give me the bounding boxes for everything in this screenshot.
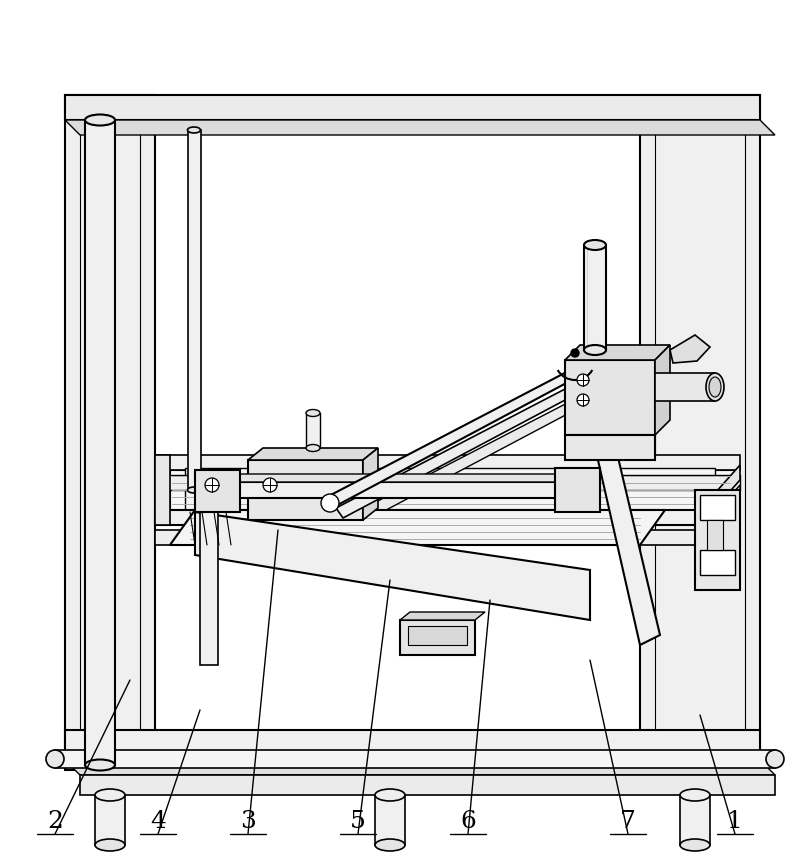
Ellipse shape — [85, 759, 115, 771]
Circle shape — [263, 478, 277, 492]
Polygon shape — [336, 375, 599, 518]
Polygon shape — [210, 482, 565, 498]
Polygon shape — [200, 512, 218, 665]
Text: 4: 4 — [150, 810, 166, 834]
Polygon shape — [565, 360, 655, 435]
Polygon shape — [170, 510, 665, 545]
Circle shape — [577, 394, 589, 406]
Polygon shape — [655, 345, 670, 435]
Ellipse shape — [584, 345, 606, 355]
Polygon shape — [408, 626, 467, 645]
Circle shape — [577, 374, 589, 386]
Ellipse shape — [85, 115, 115, 125]
Polygon shape — [55, 750, 775, 768]
Ellipse shape — [709, 377, 721, 397]
Polygon shape — [325, 365, 587, 508]
Ellipse shape — [375, 789, 405, 801]
Polygon shape — [95, 795, 125, 845]
Ellipse shape — [187, 127, 201, 133]
Polygon shape — [170, 470, 735, 512]
Text: 2: 2 — [47, 810, 63, 834]
Polygon shape — [400, 620, 475, 655]
Ellipse shape — [306, 444, 320, 452]
Polygon shape — [155, 530, 700, 545]
Ellipse shape — [584, 240, 606, 250]
Circle shape — [571, 349, 579, 357]
Circle shape — [321, 494, 339, 512]
Polygon shape — [363, 448, 378, 520]
Polygon shape — [188, 130, 201, 490]
Polygon shape — [707, 520, 723, 550]
Polygon shape — [155, 475, 740, 490]
Polygon shape — [347, 385, 609, 527]
Polygon shape — [565, 435, 655, 460]
Ellipse shape — [706, 373, 724, 401]
Polygon shape — [306, 413, 320, 448]
Polygon shape — [700, 495, 735, 520]
Text: 1: 1 — [727, 810, 743, 834]
Polygon shape — [655, 373, 715, 401]
Polygon shape — [155, 455, 740, 470]
Polygon shape — [565, 345, 670, 360]
Ellipse shape — [766, 750, 784, 768]
Polygon shape — [80, 775, 775, 795]
Polygon shape — [680, 795, 710, 845]
Polygon shape — [695, 490, 740, 590]
Polygon shape — [400, 612, 485, 620]
Polygon shape — [210, 474, 575, 482]
Circle shape — [205, 478, 219, 492]
Polygon shape — [700, 465, 740, 525]
Polygon shape — [65, 760, 775, 775]
Ellipse shape — [375, 839, 405, 851]
Polygon shape — [195, 512, 590, 620]
Polygon shape — [555, 468, 600, 512]
Polygon shape — [65, 95, 155, 770]
Ellipse shape — [95, 789, 125, 801]
Ellipse shape — [187, 487, 201, 493]
Ellipse shape — [680, 839, 710, 851]
Polygon shape — [700, 550, 735, 575]
Ellipse shape — [306, 410, 320, 416]
Polygon shape — [155, 455, 170, 525]
Polygon shape — [640, 95, 760, 770]
Polygon shape — [375, 795, 405, 845]
Polygon shape — [195, 470, 240, 512]
Ellipse shape — [680, 789, 710, 801]
Polygon shape — [65, 95, 760, 120]
Polygon shape — [65, 730, 760, 760]
Polygon shape — [670, 335, 710, 363]
Text: 7: 7 — [620, 810, 636, 834]
Text: 3: 3 — [240, 810, 256, 834]
Polygon shape — [700, 485, 740, 545]
Polygon shape — [584, 245, 606, 350]
Polygon shape — [185, 468, 715, 512]
Polygon shape — [65, 120, 775, 135]
Polygon shape — [248, 460, 363, 520]
Polygon shape — [248, 448, 378, 460]
Ellipse shape — [46, 750, 64, 768]
Polygon shape — [85, 120, 115, 765]
Text: 6: 6 — [460, 810, 476, 834]
Polygon shape — [155, 510, 700, 525]
Text: 5: 5 — [350, 810, 366, 834]
Polygon shape — [590, 415, 660, 645]
Ellipse shape — [95, 839, 125, 851]
